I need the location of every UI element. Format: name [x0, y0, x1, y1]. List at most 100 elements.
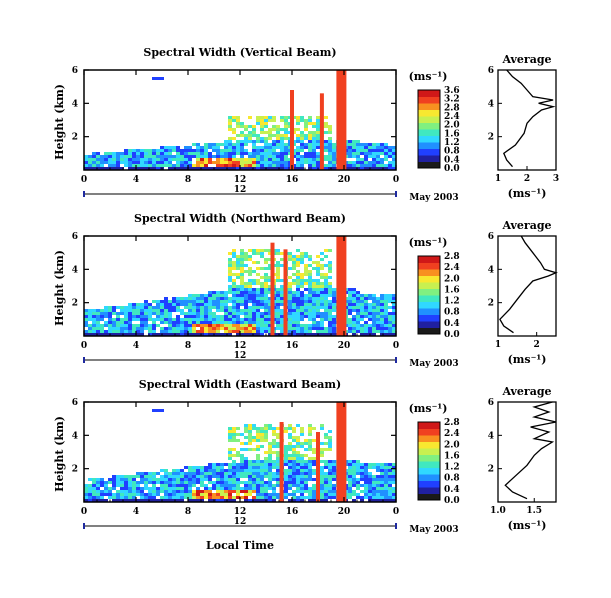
- heatmap-cell: [244, 288, 248, 291]
- heatmap-cell: [300, 493, 304, 496]
- heatmap-cell: [184, 484, 188, 487]
- heatmap-cell: [188, 164, 192, 167]
- heatmap-cell: [276, 270, 280, 273]
- colorbar-swatch: [418, 282, 440, 289]
- heatmap-cell: [300, 499, 304, 502]
- heatmap-cell: [352, 472, 356, 475]
- heatmap-cell: [252, 472, 256, 475]
- heatmap-cell: [184, 466, 188, 469]
- heatmap-cell: [244, 285, 248, 288]
- heatmap-cell: [224, 493, 228, 496]
- heatmap-cell: [248, 466, 252, 469]
- heatmap-cell: [304, 469, 308, 472]
- heatmap-cell: [120, 152, 124, 155]
- heatmap-cell: [216, 146, 220, 149]
- heatmap-cell: [100, 490, 104, 493]
- date-label: May 2003: [409, 359, 458, 369]
- heatmap-cell: [120, 312, 124, 315]
- heatmap-cell: [312, 303, 316, 306]
- heatmap-cell: [296, 155, 300, 158]
- heatmap-cell: [220, 294, 224, 297]
- heatmap-cell: [328, 487, 332, 490]
- heatmap-cell: [360, 294, 364, 297]
- heatmap-cell: [264, 119, 268, 122]
- heatmap-cell: [108, 321, 112, 324]
- heatmap-cell: [256, 282, 260, 285]
- heatmap-cell: [308, 158, 312, 161]
- heatmap-cell: [164, 309, 168, 312]
- heatmap-cell: [236, 134, 240, 137]
- heatmap-cell: [360, 158, 364, 161]
- heatmap-cell: [208, 161, 212, 164]
- heatmap-cell: [276, 128, 280, 131]
- heatmap-cell: [332, 306, 336, 309]
- heatmap-cell: [232, 297, 236, 300]
- colorbar: 2.82.42.01.61.20.80.40.0: [417, 418, 460, 506]
- heatmap-cell: [152, 312, 156, 315]
- heatmap-cell: [300, 442, 304, 445]
- heatmap-cell: [248, 116, 252, 119]
- heatmap-cell: [264, 327, 268, 330]
- heatmap-cell: [136, 333, 140, 336]
- heatmap-cell: [376, 324, 380, 327]
- heatmap-cell: [188, 306, 192, 309]
- heatmap-cell: [140, 481, 144, 484]
- avg-title: Average: [501, 219, 551, 232]
- heatmap-cell: [392, 463, 396, 466]
- heatmap-cell: [176, 309, 180, 312]
- heatmap-cell: [380, 487, 384, 490]
- heatmap-cell: [192, 324, 196, 327]
- heatmap-cell: [364, 161, 368, 164]
- heatmap-cell: [232, 463, 236, 466]
- heatmap-cell: [152, 161, 156, 164]
- heatmap-cell: [96, 321, 100, 324]
- y-tick-label: 2: [72, 133, 78, 143]
- heatmap-cell: [320, 300, 324, 303]
- heatmap-cell: [280, 143, 284, 146]
- heatmap-cell: [320, 333, 324, 336]
- heatmap-cell: [228, 463, 232, 466]
- heatmap-cell: [304, 472, 308, 475]
- heatmap-cell: [232, 499, 236, 502]
- heatmap-cell: [312, 478, 316, 481]
- heatmap-cell: [260, 282, 264, 285]
- heatmap-cell: [312, 164, 316, 167]
- heatmap-cell: [256, 439, 260, 442]
- heatmap-cell: [348, 478, 352, 481]
- heatmap-cell: [252, 484, 256, 487]
- heatmap-cell: [312, 469, 316, 472]
- y-tick-label: 6: [72, 66, 78, 76]
- heatmap-cell: [248, 324, 252, 327]
- heatmap-cell: [312, 137, 316, 140]
- heatmap-cell: [316, 330, 320, 333]
- avg-frame: [497, 401, 557, 503]
- heatmap-cell: [116, 499, 120, 502]
- heatmap-cell: [224, 499, 228, 502]
- heatmap-cell: [308, 119, 312, 122]
- heatmap-cell: [348, 327, 352, 330]
- heatmap-cell: [188, 490, 192, 493]
- heatmap-cell: [308, 439, 312, 442]
- heatmap-cell: [116, 330, 120, 333]
- turbulence-streak: [283, 249, 288, 336]
- x-tick-label: 0: [81, 175, 87, 185]
- heatmap-cell: [272, 475, 276, 478]
- heatmap-cell: [324, 463, 328, 466]
- heatmap-cell: [308, 270, 312, 273]
- heatmap-cell: [284, 454, 288, 457]
- heatmap-cell: [308, 282, 312, 285]
- heatmap-cell: [112, 475, 116, 478]
- heatmap-cell: [308, 291, 312, 294]
- heatmap-cell: [248, 255, 252, 258]
- heatmap-cell: [276, 478, 280, 481]
- heatmap-cell: [264, 315, 268, 318]
- heatmap-cell: [232, 472, 236, 475]
- heatmap-cell: [328, 463, 332, 466]
- heatmap-cell: [260, 472, 264, 475]
- colorbar-swatch: [418, 135, 440, 143]
- heatmap-cell: [228, 448, 232, 451]
- heatmap-cell: [268, 472, 272, 475]
- heatmap-cell: [392, 466, 396, 469]
- heatmap-cell: [288, 309, 292, 312]
